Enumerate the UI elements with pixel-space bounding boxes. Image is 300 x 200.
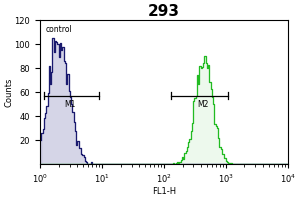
X-axis label: FL1-H: FL1-H	[152, 187, 176, 196]
Text: M1: M1	[65, 100, 76, 109]
Text: M2: M2	[197, 100, 208, 109]
Title: 293: 293	[148, 4, 180, 19]
Text: control: control	[46, 25, 73, 34]
Y-axis label: Counts: Counts	[4, 77, 13, 107]
